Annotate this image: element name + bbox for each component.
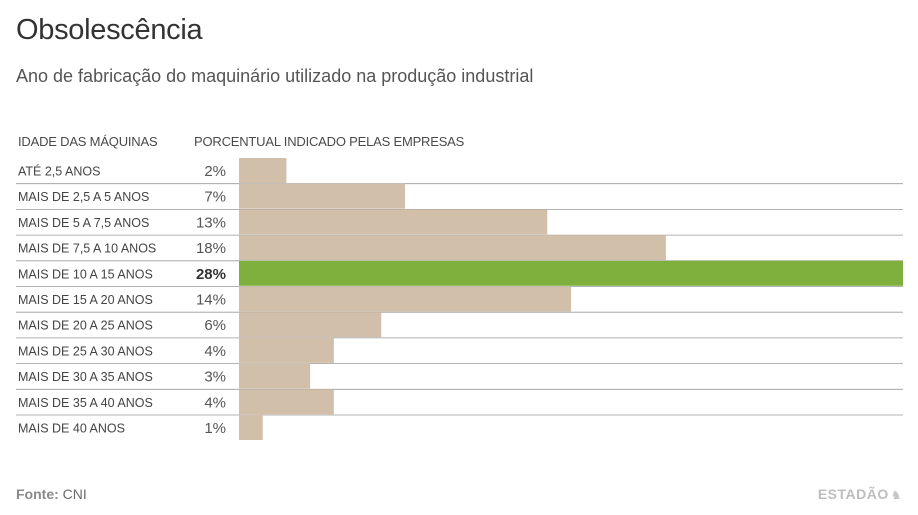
value-label: 28% [196, 266, 226, 283]
value-column-header: PORCENTUAL INDICADO PELAS EMPRESAS [194, 134, 465, 149]
category-label: MAIS DE 10 A 15 ANOS [18, 267, 153, 281]
value-label: 3% [204, 369, 226, 386]
source-note: Fonte: CNI [16, 486, 87, 502]
source-label: Fonte: [16, 486, 59, 502]
category-label: MAIS DE 15 A 20 ANOS [18, 293, 153, 307]
value-label: 7% [204, 189, 226, 206]
bar [239, 415, 263, 440]
category-label: MAIS DE 35 A 40 ANOS [18, 396, 153, 410]
chart-subtitle: Ano de fabricação do maquinário utilizad… [16, 66, 534, 86]
value-label: 4% [204, 394, 226, 411]
value-label: 2% [204, 163, 226, 180]
category-label: MAIS DE 2,5 A 5 ANOS [18, 190, 149, 204]
category-label: MAIS DE 7,5 A 10 ANOS [18, 242, 156, 256]
bar [239, 235, 666, 261]
bar [239, 183, 405, 209]
bar [239, 209, 548, 235]
horse-logo-icon: ♞ [890, 488, 902, 502]
value-label: 14% [196, 292, 226, 309]
bar [239, 389, 334, 415]
source-value: CNI [62, 486, 87, 502]
bar [239, 286, 571, 312]
category-label: MAIS DE 5 A 7,5 ANOS [18, 216, 149, 230]
bar [239, 312, 382, 338]
category-label: MAIS DE 20 A 25 ANOS [18, 319, 153, 333]
category-label: ATÉ 2,5 ANOS [18, 164, 100, 179]
category-column-header: IDADE DAS MÁQUINAS [18, 134, 158, 149]
chart-title: Obsolescência [16, 14, 203, 46]
category-label: MAIS DE 25 A 30 ANOS [18, 344, 153, 358]
brand-name: ESTADÃO [817, 486, 889, 502]
brand-logo: ESTADÃO ♞ [818, 486, 902, 502]
value-label: 13% [196, 214, 226, 231]
bar-highlight [239, 260, 903, 286]
value-label: 4% [204, 343, 226, 360]
category-label: MAIS DE 30 A 35 ANOS [18, 370, 153, 384]
category-label: MAIS DE 40 ANOS [18, 422, 125, 436]
value-label: 6% [204, 317, 226, 334]
value-label: 1% [204, 420, 226, 437]
bar [239, 337, 334, 363]
bar [239, 158, 287, 183]
value-label: 18% [196, 240, 226, 257]
bar [239, 363, 311, 389]
